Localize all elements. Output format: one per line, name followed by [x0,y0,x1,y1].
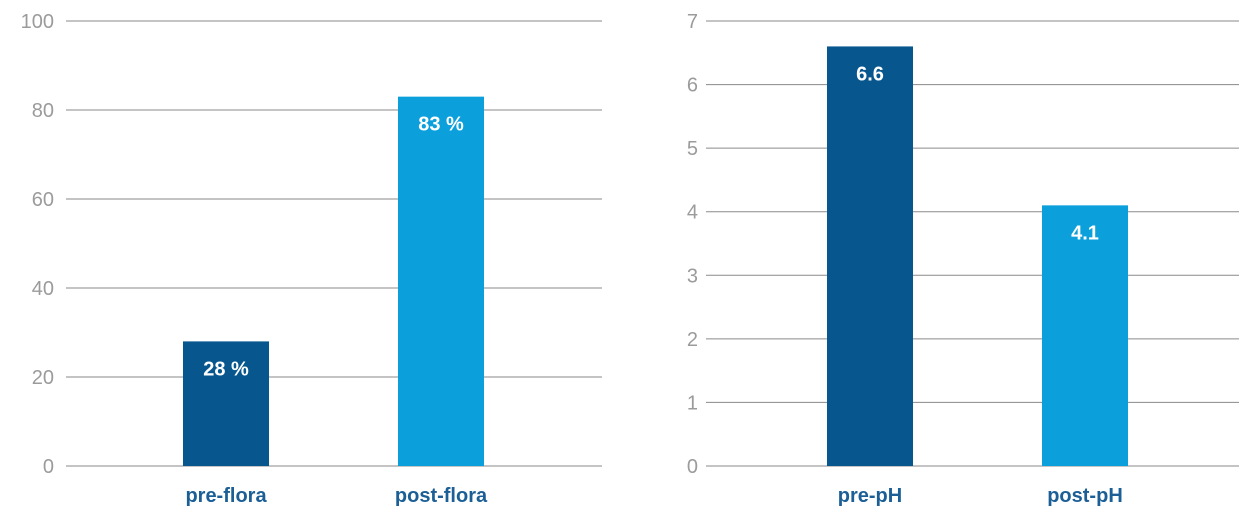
flora-bar-chart: 0 20 40 60 80 100 28 % pre-flora 83 % post-flora [21,11,602,507]
ph-y-tick-label: 3 [687,265,698,287]
flora-data-label: 28 % [203,358,249,380]
ph-category-label: pre-pH [838,485,902,507]
ph-bar-chart: 0 1 2 3 4 5 6 7 6.6 pre-pH 4.1 post-pH [687,11,1239,507]
ph-bar-post-pH [1042,205,1128,466]
ph-y-tick-label: 6 [687,75,698,97]
flora-chart: 0 20 40 60 80 100 28 % pre-flora 83 % post-flora [0,0,620,515]
flora-y-tick-label: 60 [32,189,54,211]
ph-y-tick-label: 1 [687,392,698,414]
flora-y-tick-label: 20 [32,367,54,389]
ph-y-tick-label: 0 [687,456,698,478]
ph-category-label: post-pH [1047,485,1123,507]
ph-data-label: 4.1 [1071,222,1099,244]
flora-category-label: post-flora [395,485,488,507]
flora-data-label: 83 % [418,114,464,136]
ph-y-tick-label: 2 [687,329,698,351]
ph-y-tick-label: 5 [687,138,698,160]
ph-bar-pre-pH [827,46,913,467]
flora-y-tick-label: 0 [43,456,54,478]
ph-y-tick-label: 7 [687,11,698,33]
flora-y-tick-label: 100 [21,11,54,33]
flora-y-tick-label: 40 [32,278,54,300]
ph-y-tick-label: 4 [687,202,698,224]
flora-y-tick-label: 80 [32,100,54,122]
flora-bar-pre-flora [183,341,269,466]
ph-chart: 0 1 2 3 4 5 6 7 6.6 pre-pH 4.1 post-pH [640,0,1241,515]
flora-category-label: pre-flora [185,485,267,507]
flora-bar-post-flora [398,96,484,467]
ph-data-label: 6.6 [856,63,884,85]
